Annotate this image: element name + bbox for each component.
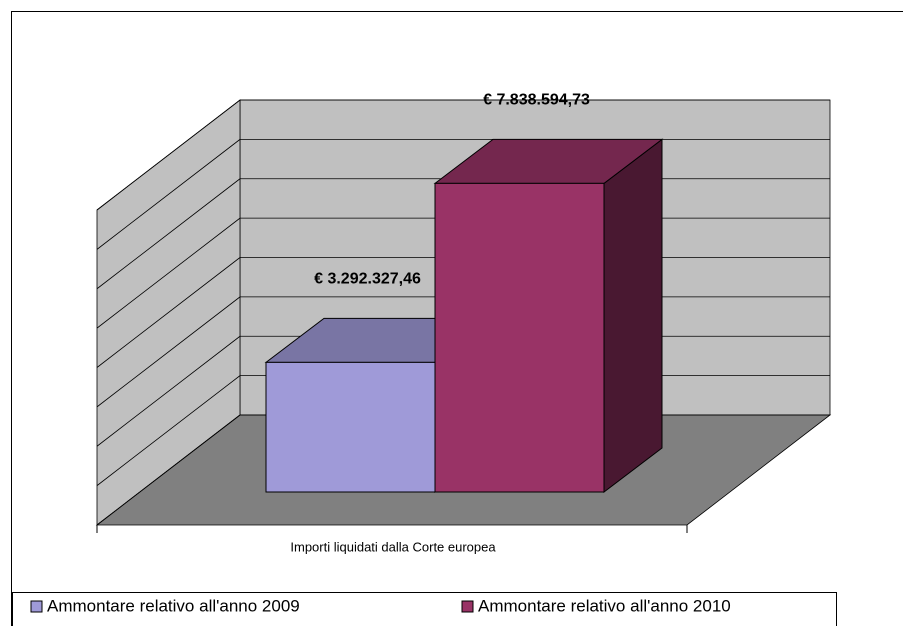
bar-side [603, 138, 663, 494]
data-label: € 7.838.594,73 [483, 92, 590, 109]
grid-line [96, 335, 241, 447]
legend-label: Ammontare relativo all'anno 2010 [478, 596, 731, 615]
x-tick-label: Importi liquidati dalla Corte europea [290, 539, 496, 554]
legend-swatch [30, 600, 43, 613]
legend-label: Ammontare relativo all'anno 2009 [47, 596, 300, 615]
grid-line [96, 178, 241, 290]
legend-swatch [461, 600, 474, 613]
grid-line [96, 217, 241, 329]
grid-line [96, 99, 241, 211]
grid-line [96, 139, 241, 250]
grid-line [96, 296, 241, 408]
grid-line [96, 414, 241, 526]
bar [434, 182, 605, 493]
grid-line [96, 257, 241, 368]
data-label: € 3.292.327,46 [314, 271, 421, 288]
legend-box [12, 592, 837, 626]
bar [265, 361, 436, 493]
grid-line [96, 375, 241, 486]
